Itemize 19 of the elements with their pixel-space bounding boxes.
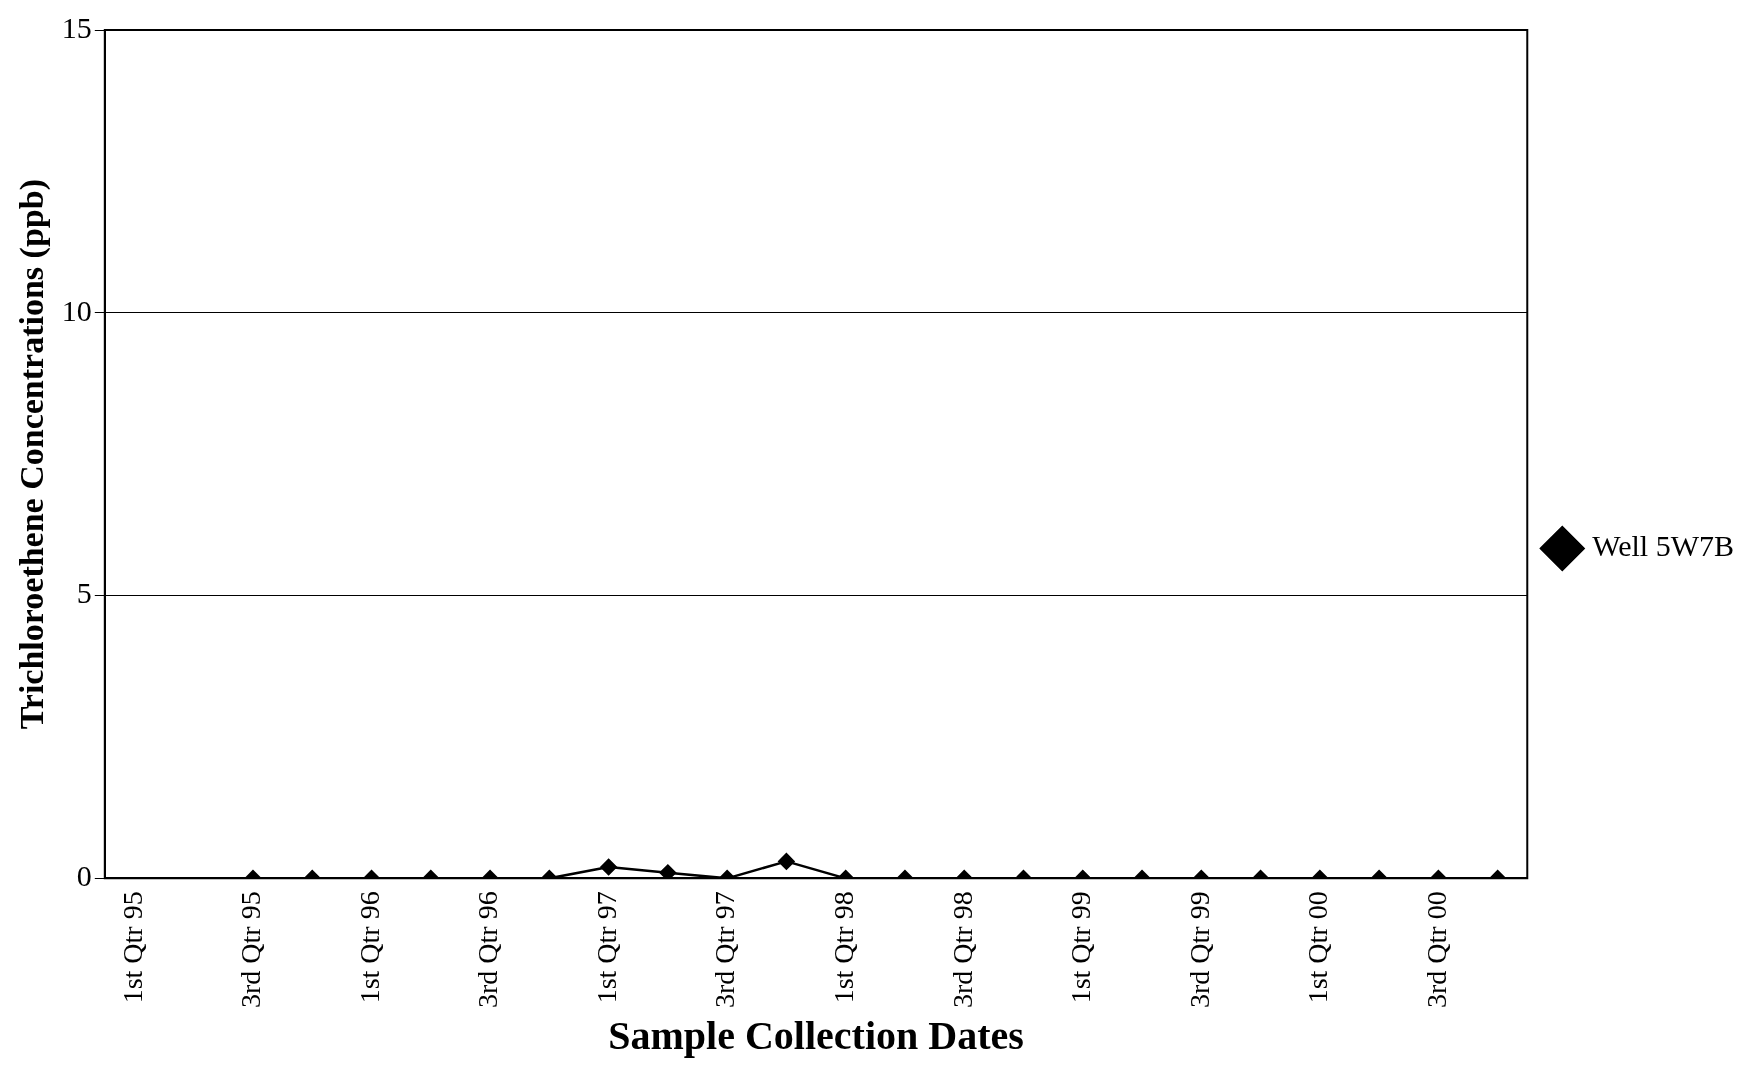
x-tick-label: 1st Qtr 95 bbox=[116, 891, 148, 1004]
x-tick-label: 1st Qtr 96 bbox=[353, 891, 385, 1004]
x-tick-label: 1st Qtr 99 bbox=[1065, 891, 1097, 1004]
x-tick-label: 1st Qtr 97 bbox=[590, 891, 622, 1004]
y-tick-label: 0 bbox=[76, 859, 92, 893]
x-axis-title: Sample Collection Dates bbox=[608, 1013, 1024, 1059]
legend-label: Well 5W7B bbox=[1592, 529, 1735, 563]
x-tick-label: 3rd Qtr 96 bbox=[472, 891, 504, 1009]
x-tick-label: 3rd Qtr 98 bbox=[946, 891, 978, 1009]
x-tick-label: 3rd Qtr 97 bbox=[709, 891, 741, 1009]
y-axis-title: Trichloroethene Concentrations (ppb) bbox=[13, 179, 52, 730]
x-tick-label: 1st Qtr 98 bbox=[828, 891, 860, 1004]
x-tick-label: 3rd Qtr 00 bbox=[1420, 891, 1452, 1009]
y-tick-label: 10 bbox=[61, 293, 92, 327]
y-tick-label: 15 bbox=[61, 10, 92, 44]
x-tick-label: 3rd Qtr 99 bbox=[1183, 891, 1215, 1009]
y-tick-label: 5 bbox=[76, 576, 92, 610]
x-tick-label: 3rd Qtr 95 bbox=[235, 891, 267, 1009]
x-tick-label: 1st Qtr 00 bbox=[1302, 891, 1334, 1004]
